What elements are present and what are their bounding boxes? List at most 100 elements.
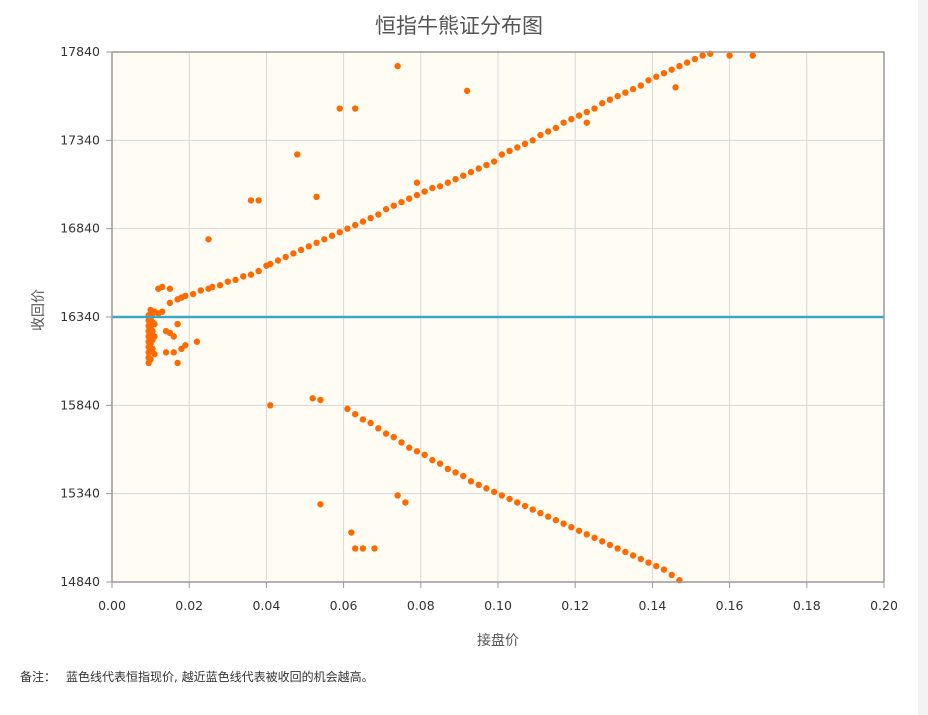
data-point xyxy=(290,250,297,257)
data-point xyxy=(483,485,490,492)
data-point xyxy=(490,488,498,496)
data-point xyxy=(614,545,621,552)
x-axis-ticks: 0.00 0.02 0.04 0.06 0.08 0.10 0.12 0.14 0.16 0.18… xyxy=(98,582,898,613)
data-point xyxy=(294,151,301,158)
data-point xyxy=(463,87,471,95)
data-point xyxy=(583,119,590,126)
data-point xyxy=(645,77,652,84)
data-point xyxy=(398,439,405,446)
data-point xyxy=(622,89,629,96)
x-tick-label: 0.20 xyxy=(870,598,898,613)
data-point xyxy=(521,140,529,148)
data-point xyxy=(170,349,177,356)
data-point xyxy=(544,513,552,520)
data-point xyxy=(313,193,320,201)
x-axis-label: 接盘价 xyxy=(477,633,519,649)
data-point xyxy=(629,85,637,93)
data-point xyxy=(282,253,289,261)
data-point xyxy=(344,225,351,232)
data-point xyxy=(151,350,158,358)
data-point xyxy=(216,282,224,289)
data-point xyxy=(672,84,679,91)
data-point xyxy=(552,516,560,524)
data-point xyxy=(313,239,320,246)
x-tick-label: 0.12 xyxy=(561,598,589,613)
data-point xyxy=(375,211,382,218)
data-point xyxy=(166,285,174,292)
data-point xyxy=(394,62,401,70)
data-point xyxy=(209,283,216,291)
data-point xyxy=(645,559,652,566)
data-point xyxy=(413,191,421,199)
data-point xyxy=(158,283,166,291)
data-point xyxy=(691,55,699,63)
data-point xyxy=(637,82,645,89)
data-point xyxy=(149,345,156,352)
y-tick-label: 17840 xyxy=(60,44,100,59)
data-point xyxy=(421,188,428,195)
y-tick-label: 16340 xyxy=(60,309,100,324)
data-point xyxy=(398,198,405,206)
data-point xyxy=(255,267,262,275)
data-point xyxy=(247,197,255,204)
data-point xyxy=(158,308,166,315)
data-point xyxy=(467,168,475,176)
data-point xyxy=(668,66,675,73)
data-point xyxy=(351,221,359,229)
data-point xyxy=(406,195,413,202)
data-point xyxy=(390,433,397,441)
data-point xyxy=(359,545,367,552)
data-point xyxy=(174,359,181,367)
footnote-lead: 备注： xyxy=(20,670,57,684)
data-point xyxy=(668,571,675,579)
data-point xyxy=(699,52,706,59)
data-point xyxy=(498,151,506,158)
data-point xyxy=(390,202,397,209)
data-point xyxy=(193,338,201,345)
data-point xyxy=(552,124,560,132)
data-point xyxy=(452,176,459,183)
data-point xyxy=(267,260,274,268)
data-point xyxy=(149,327,156,335)
data-point xyxy=(560,520,567,527)
data-point xyxy=(413,448,421,455)
data-point xyxy=(575,527,583,534)
data-point xyxy=(591,105,598,112)
data-point xyxy=(622,548,629,556)
y-axis-label: 收回价 xyxy=(31,289,47,331)
data-point xyxy=(444,465,452,473)
data-point xyxy=(653,73,660,80)
data-point xyxy=(514,499,521,506)
data-point xyxy=(197,287,204,294)
data-point xyxy=(182,292,189,299)
data-point xyxy=(162,349,170,356)
data-point xyxy=(232,276,239,284)
data-point xyxy=(483,161,490,169)
data-point xyxy=(749,52,756,59)
data-point xyxy=(444,179,452,186)
y-tick-label: 17340 xyxy=(60,132,100,147)
data-point xyxy=(560,119,567,126)
footnote-text: 蓝色线代表恒指现价, 越近蓝色线代表被收回的机会越高。 xyxy=(66,670,374,684)
data-point xyxy=(351,105,359,112)
data-point xyxy=(606,96,614,103)
data-point xyxy=(506,147,513,155)
data-point xyxy=(321,236,328,243)
data-point xyxy=(274,257,282,264)
data-point xyxy=(406,444,413,451)
data-point xyxy=(452,469,459,476)
x-tick-label: 0.16 xyxy=(716,598,744,613)
data-points xyxy=(145,50,756,584)
data-point xyxy=(506,495,513,503)
data-point xyxy=(317,501,324,508)
data-point xyxy=(367,419,374,427)
y-tick-label: 16840 xyxy=(60,221,100,236)
window-edge xyxy=(918,0,928,715)
y-tick-label: 14840 xyxy=(60,574,100,589)
data-point xyxy=(529,137,536,144)
data-point xyxy=(591,534,598,542)
data-point xyxy=(147,356,154,363)
data-point xyxy=(460,472,467,480)
y-tick-label: 15340 xyxy=(60,486,100,501)
data-point xyxy=(151,333,158,340)
